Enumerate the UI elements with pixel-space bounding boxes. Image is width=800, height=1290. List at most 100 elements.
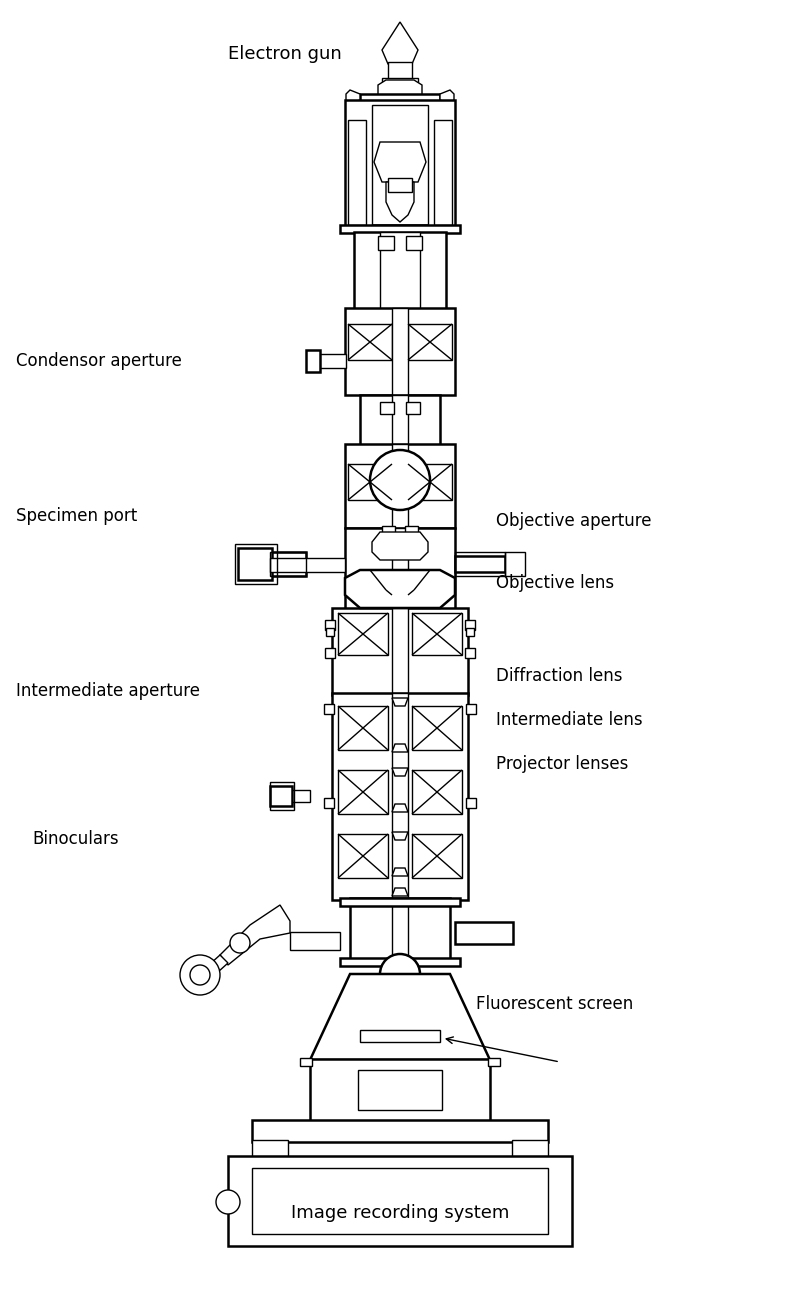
Bar	[300, 1058, 312, 1066]
Bar	[252, 1140, 288, 1158]
Bar	[348, 324, 392, 360]
Bar	[360, 1029, 440, 1042]
Bar	[354, 232, 446, 310]
Bar	[332, 608, 468, 695]
Polygon shape	[200, 955, 228, 980]
Bar	[412, 770, 462, 814]
Bar	[412, 706, 462, 749]
Bar	[270, 786, 292, 806]
Bar	[392, 444, 408, 528]
Bar	[406, 402, 420, 414]
Bar	[434, 120, 452, 224]
Circle shape	[370, 450, 430, 510]
Bar	[455, 552, 505, 577]
Bar	[270, 552, 306, 577]
Bar	[408, 324, 452, 360]
Polygon shape	[392, 868, 408, 876]
Bar	[412, 835, 462, 878]
Text: Objective lens: Objective lens	[496, 574, 614, 592]
Polygon shape	[392, 832, 408, 840]
Bar	[466, 628, 474, 636]
Bar	[380, 232, 420, 310]
Bar	[372, 104, 428, 224]
Bar	[332, 693, 468, 900]
Bar	[358, 1069, 442, 1109]
Bar	[306, 350, 320, 372]
Bar	[252, 1120, 548, 1142]
Bar	[406, 236, 422, 250]
Text: Electron gun: Electron gun	[228, 45, 342, 63]
Text: Intermediate aperture: Intermediate aperture	[16, 682, 200, 700]
Bar	[405, 526, 418, 534]
Bar	[270, 559, 345, 571]
Bar	[348, 464, 392, 501]
Bar	[228, 1156, 572, 1246]
Polygon shape	[440, 90, 454, 104]
Bar	[345, 444, 455, 528]
Bar	[340, 224, 460, 233]
Bar	[412, 613, 462, 655]
Bar	[392, 693, 408, 900]
Bar	[465, 648, 475, 658]
Text: Projector lenses: Projector lenses	[496, 755, 628, 773]
Bar	[360, 395, 440, 445]
Circle shape	[230, 933, 250, 953]
Bar	[340, 898, 460, 906]
Bar	[466, 704, 476, 713]
Bar	[392, 898, 408, 960]
Text: Intermediate lens: Intermediate lens	[496, 711, 642, 729]
Bar	[325, 648, 335, 658]
Polygon shape	[392, 744, 408, 752]
Polygon shape	[392, 804, 408, 811]
Circle shape	[380, 955, 420, 995]
Text: Binoculars: Binoculars	[32, 829, 118, 848]
Circle shape	[190, 965, 210, 986]
Bar	[270, 782, 294, 810]
Bar	[338, 770, 388, 814]
Text: Condensor aperture: Condensor aperture	[16, 352, 182, 370]
Bar	[345, 101, 455, 230]
Bar	[235, 544, 277, 584]
Bar	[270, 552, 306, 577]
Bar	[252, 1167, 548, 1235]
Bar	[392, 395, 408, 445]
Bar	[324, 704, 334, 713]
Bar	[505, 552, 525, 577]
Bar	[382, 526, 395, 534]
Bar	[392, 608, 408, 695]
Bar	[326, 628, 334, 636]
Bar	[388, 62, 412, 80]
Bar	[388, 178, 412, 192]
Polygon shape	[378, 80, 422, 95]
Bar	[290, 931, 340, 949]
Bar	[238, 548, 272, 580]
Bar	[512, 1140, 548, 1158]
Polygon shape	[382, 22, 418, 64]
Bar	[338, 706, 388, 749]
Bar	[325, 620, 335, 630]
Polygon shape	[386, 182, 414, 222]
Polygon shape	[310, 974, 490, 1060]
Bar	[348, 120, 366, 224]
Polygon shape	[372, 224, 428, 252]
Bar	[382, 77, 418, 84]
Bar	[345, 528, 455, 610]
Text: Objective aperture: Objective aperture	[496, 512, 651, 530]
Bar	[378, 236, 394, 250]
Circle shape	[216, 1189, 240, 1214]
Bar	[324, 799, 334, 808]
Bar	[338, 835, 388, 878]
Bar	[360, 94, 440, 102]
Text: Image recording system: Image recording system	[291, 1204, 509, 1222]
Polygon shape	[392, 888, 408, 897]
Polygon shape	[372, 531, 428, 560]
Text: Diffraction lens: Diffraction lens	[496, 667, 622, 685]
Bar	[345, 308, 455, 395]
Bar	[290, 789, 310, 802]
Bar	[408, 464, 452, 501]
Polygon shape	[346, 90, 360, 104]
Polygon shape	[374, 142, 426, 182]
Bar	[455, 922, 513, 944]
Bar	[455, 556, 505, 571]
Bar	[465, 620, 475, 630]
